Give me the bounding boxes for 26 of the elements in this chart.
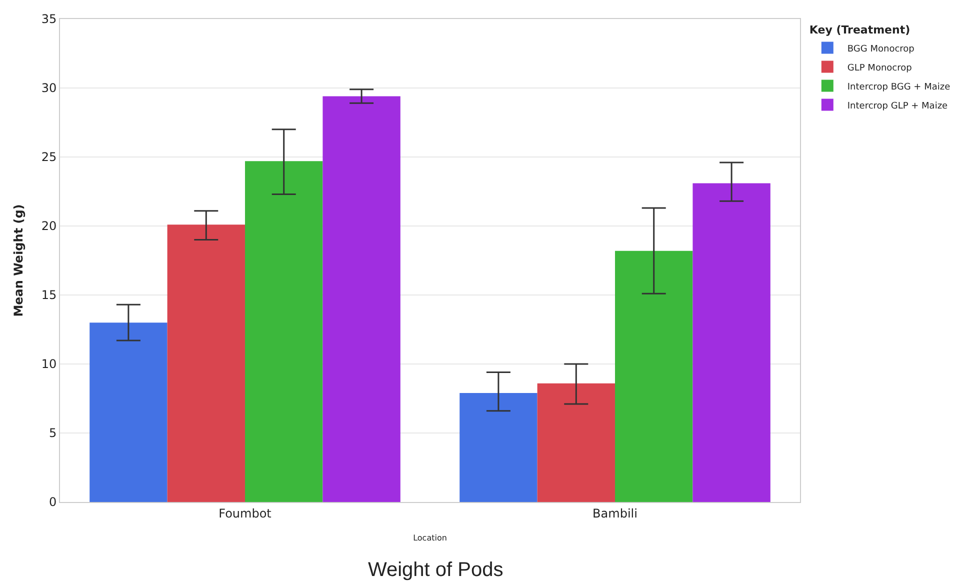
legend-title: Key (Treatment) (809, 23, 910, 36)
y-tick-label: 10 (41, 357, 57, 372)
x-tick-label: Foumbot (218, 506, 272, 520)
bar (692, 183, 770, 502)
y-tick-label: 20 (41, 219, 57, 234)
bar (537, 383, 615, 502)
bar (245, 161, 323, 502)
x-axis-title: Location (413, 534, 447, 542)
legend-label: GLP Monocrop (847, 63, 912, 74)
bar (90, 322, 168, 502)
y-tick-label: 30 (41, 81, 57, 96)
y-tick-label: 15 (41, 288, 57, 302)
y-axis-title: Mean Weight (g) (12, 204, 26, 317)
legend-label: Intercrop BGG + Maize (847, 82, 951, 92)
text: Weight of Pods (368, 559, 504, 582)
bar (167, 224, 245, 502)
bar (615, 250, 693, 502)
legend-label: BGG Monocrop (847, 44, 915, 54)
y-tick-label: 5 (48, 426, 57, 440)
x-tick-label: Bambili (592, 506, 638, 520)
bar (460, 392, 538, 502)
y-tick-label: 0 (48, 495, 57, 510)
y-tick-label: 35 (41, 12, 57, 26)
bar (322, 96, 400, 502)
legend-label: Intercrop GLP + Maize (847, 101, 948, 112)
y-tick-label: 25 (41, 150, 57, 164)
